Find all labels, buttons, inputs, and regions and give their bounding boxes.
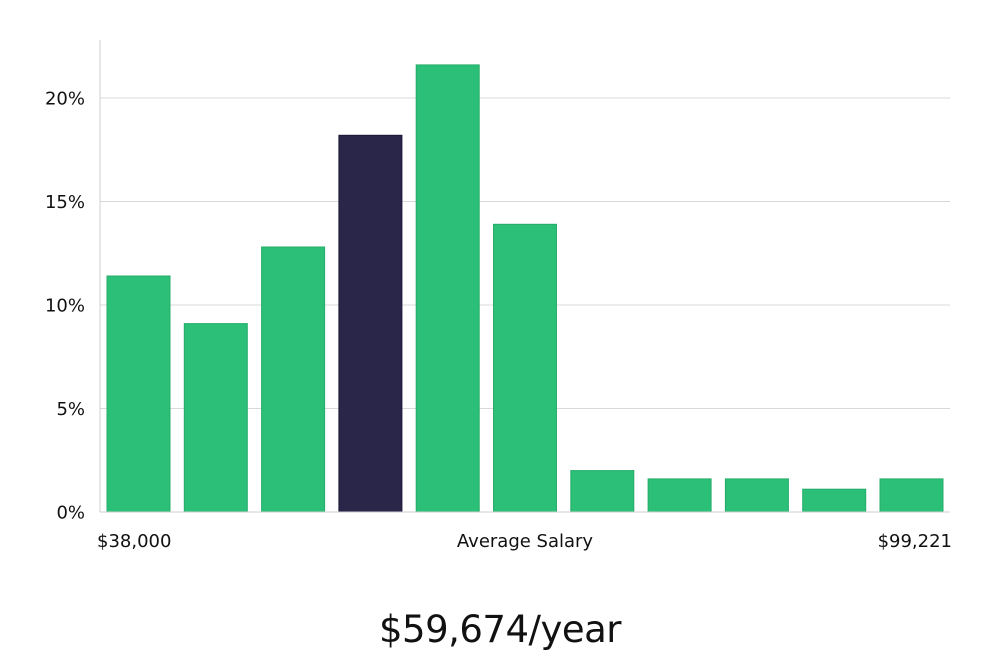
bars bbox=[106, 64, 944, 513]
bar bbox=[261, 246, 326, 513]
axes bbox=[99, 40, 950, 513]
y-tick-labels: 0% 5% 10% 15% 20% bbox=[45, 89, 85, 524]
y-tick-label: 10% bbox=[45, 296, 85, 317]
x-label-max: $99,221 bbox=[878, 531, 952, 552]
bar bbox=[724, 478, 789, 513]
bar-highlighted bbox=[338, 134, 403, 513]
bar bbox=[802, 488, 867, 513]
bar bbox=[493, 223, 557, 513]
average-salary-headline: $59,674/year bbox=[378, 608, 622, 651]
x-axis-labels: $38,000 Average Salary $99,221 bbox=[97, 531, 952, 552]
y-tick-label: 0% bbox=[56, 503, 85, 524]
y-tick-label: 15% bbox=[45, 192, 85, 213]
y-tick-label: 20% bbox=[45, 89, 85, 110]
x-label-center: Average Salary bbox=[457, 531, 594, 552]
bar bbox=[570, 470, 635, 513]
y-tick-label: 5% bbox=[56, 399, 85, 420]
bar bbox=[415, 64, 480, 513]
bar bbox=[183, 323, 248, 513]
bar bbox=[879, 478, 944, 513]
salary-distribution-chart: 0% 5% 10% 15% 20% $38,000 Average Salary $99… bbox=[45, 40, 952, 552]
bar bbox=[647, 478, 712, 513]
bar bbox=[106, 275, 171, 513]
x-label-min: $38,000 bbox=[97, 531, 171, 552]
